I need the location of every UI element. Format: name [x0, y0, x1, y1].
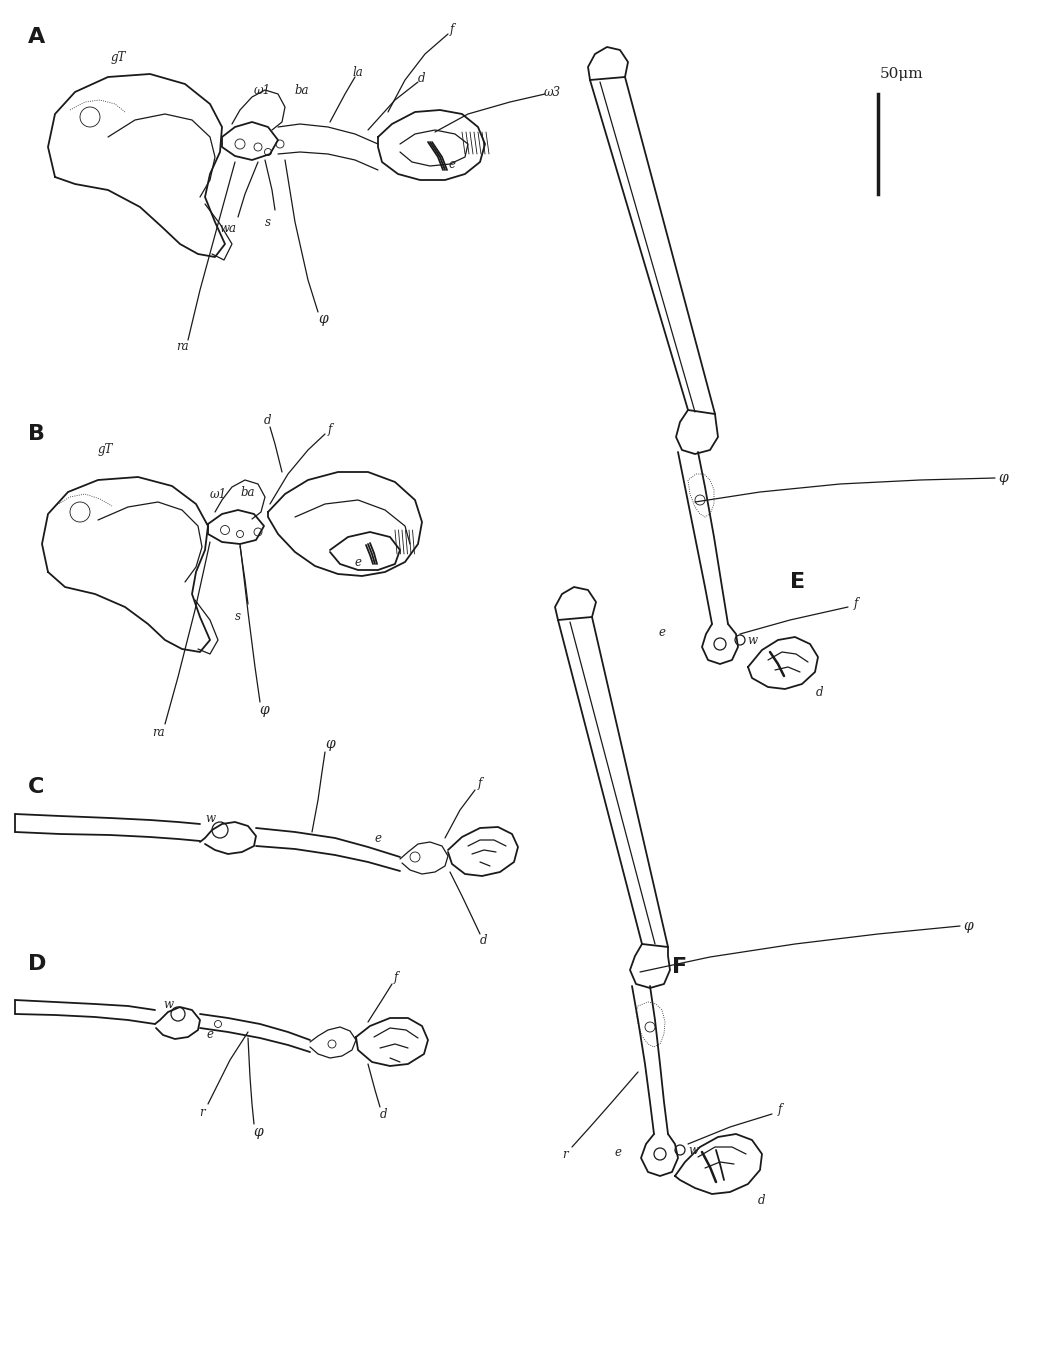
- Text: wa: wa: [219, 222, 236, 236]
- Text: φ: φ: [963, 919, 973, 933]
- Text: D: D: [28, 953, 46, 974]
- Text: f: f: [328, 422, 332, 436]
- Text: w: w: [688, 1144, 698, 1156]
- Text: d: d: [380, 1107, 388, 1121]
- Text: ba: ba: [294, 83, 309, 97]
- Text: e: e: [448, 158, 456, 170]
- Text: d: d: [264, 414, 272, 426]
- Text: f: f: [394, 971, 398, 983]
- Text: w: w: [164, 997, 173, 1011]
- Text: f: f: [478, 778, 482, 790]
- Text: φ: φ: [260, 703, 269, 716]
- Text: d: d: [480, 934, 487, 948]
- Text: s: s: [235, 610, 241, 624]
- Text: e: e: [614, 1145, 621, 1159]
- Text: ra: ra: [176, 340, 188, 354]
- Text: ba: ba: [241, 485, 255, 498]
- Text: A: A: [28, 27, 45, 48]
- Text: e: e: [375, 831, 382, 844]
- Text: f: f: [449, 23, 455, 37]
- Text: d: d: [418, 72, 426, 86]
- Text: B: B: [28, 424, 45, 444]
- Text: F: F: [672, 957, 687, 977]
- Text: ω3: ω3: [543, 86, 560, 98]
- Text: w: w: [747, 633, 757, 647]
- Text: r: r: [199, 1106, 205, 1118]
- Text: la: la: [352, 65, 363, 79]
- Text: d: d: [817, 685, 824, 699]
- Text: d: d: [759, 1193, 766, 1207]
- Text: gT: gT: [111, 50, 126, 64]
- Text: w: w: [205, 812, 215, 824]
- Text: e: e: [207, 1027, 213, 1041]
- Text: r: r: [562, 1148, 568, 1160]
- Text: ra: ra: [152, 726, 165, 738]
- Text: f: f: [778, 1103, 782, 1117]
- Text: f: f: [853, 598, 858, 610]
- Text: φ: φ: [319, 312, 328, 326]
- Text: E: E: [790, 572, 805, 592]
- Text: ω1: ω1: [210, 488, 227, 500]
- Text: φ: φ: [253, 1125, 263, 1139]
- Text: ω1: ω1: [253, 83, 270, 97]
- Text: C: C: [28, 776, 44, 797]
- Text: 50μm: 50μm: [880, 67, 923, 80]
- Text: gT: gT: [97, 444, 113, 456]
- Text: φ: φ: [325, 737, 334, 750]
- Text: φ: φ: [998, 471, 1008, 485]
- Text: e: e: [658, 625, 666, 639]
- Text: s: s: [265, 215, 271, 229]
- Text: e: e: [354, 556, 362, 568]
